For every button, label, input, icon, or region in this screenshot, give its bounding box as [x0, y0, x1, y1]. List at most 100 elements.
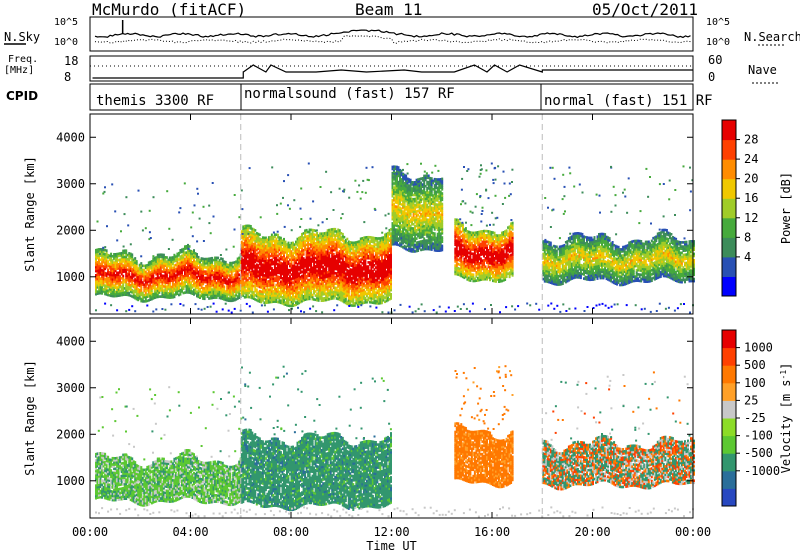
data-cell [190, 272, 192, 276]
data-cell [188, 259, 191, 263]
data-cell [194, 285, 197, 289]
data-cell [101, 256, 104, 260]
data-cell [168, 269, 171, 272]
data-cell [101, 248, 104, 251]
data-cell-scatter [325, 170, 328, 173]
data-cell [135, 270, 138, 274]
data-cell-scatter [312, 200, 315, 203]
data-cell [196, 261, 198, 264]
data-cell [191, 271, 194, 274]
data-cell [96, 267, 99, 270]
data-cell [113, 257, 116, 260]
data-cell [134, 294, 137, 298]
data-cell [181, 256, 183, 260]
data-cell [111, 273, 114, 277]
data-cell [199, 277, 201, 281]
data-cell [138, 282, 141, 286]
data-cell [125, 278, 128, 282]
data-cell [159, 268, 162, 271]
data-cell [113, 253, 116, 256]
data-cell [197, 255, 200, 259]
data-cell [187, 259, 189, 263]
data-cell [95, 292, 97, 296]
data-cell [126, 262, 129, 265]
data-cell-scatter [196, 187, 199, 190]
data-cell [187, 268, 189, 271]
data-cell [159, 253, 162, 256]
data-cell [188, 262, 191, 265]
data-cell [194, 283, 197, 287]
data-cell [125, 285, 128, 288]
data-cell [171, 260, 174, 263]
data-cell [170, 296, 173, 299]
data-cell [191, 256, 194, 260]
data-cell [104, 292, 107, 296]
data-cell [185, 266, 188, 269]
data-cell [397, 166, 400, 169]
data-cell [128, 293, 131, 297]
data-cell [134, 265, 137, 269]
data-cell [158, 278, 161, 282]
data-cell [113, 255, 116, 258]
data-cell [128, 266, 131, 270]
data-cell [199, 275, 201, 278]
data-cell [181, 269, 183, 272]
data-cell [131, 288, 134, 292]
data-cell [96, 271, 99, 274]
data-cell [205, 278, 208, 282]
data-cell-scatter [283, 225, 286, 228]
data-cell [155, 289, 158, 293]
data-cell [138, 263, 141, 267]
data-cell [176, 265, 179, 268]
data-cell [95, 261, 97, 265]
data-cell [177, 277, 180, 280]
data-cell [128, 254, 131, 257]
data-cell [196, 263, 198, 266]
data-cell [176, 269, 179, 272]
data-cell [152, 272, 155, 275]
data-cell [150, 272, 153, 276]
data-cell [191, 263, 194, 266]
data-cell [129, 294, 132, 298]
data-cell [156, 287, 159, 290]
data-cell-scatter [225, 248, 228, 251]
data-cell [187, 249, 189, 252]
data-cell [194, 287, 197, 291]
data-cell-scatter [309, 217, 312, 220]
data-cell [105, 253, 108, 256]
data-cell [140, 278, 143, 282]
data-cell [156, 278, 159, 282]
data-cell [152, 292, 155, 296]
data-cell [196, 290, 198, 294]
data-cell [152, 257, 155, 260]
data-cell-scatter [116, 239, 119, 242]
data-cell [190, 281, 192, 284]
data-cell-scatter [367, 179, 370, 182]
data-cell [284, 240, 287, 244]
data-cell [182, 256, 185, 259]
data-cell [128, 283, 131, 287]
data-cell [174, 286, 177, 290]
data-cell [165, 264, 168, 268]
data-cell [104, 290, 107, 294]
data-cell [111, 263, 114, 266]
data-cell [149, 285, 152, 289]
date-title: 05/Oct/2011 [592, 0, 698, 19]
data-cell [181, 277, 183, 281]
data-cell [110, 269, 113, 272]
data-cell [182, 264, 185, 268]
data-cell [182, 247, 185, 251]
data-cell [202, 280, 205, 284]
data-cell [96, 273, 99, 277]
data-cell [223, 285, 226, 289]
data-cell [149, 277, 152, 281]
data-cell-scatter [193, 204, 196, 207]
data-cell [128, 275, 131, 278]
data-cell [187, 255, 189, 259]
data-cell [164, 295, 167, 299]
data-cell [200, 273, 203, 277]
data-cell [194, 275, 197, 278]
data-cell [107, 253, 110, 257]
data-cell [122, 251, 125, 255]
